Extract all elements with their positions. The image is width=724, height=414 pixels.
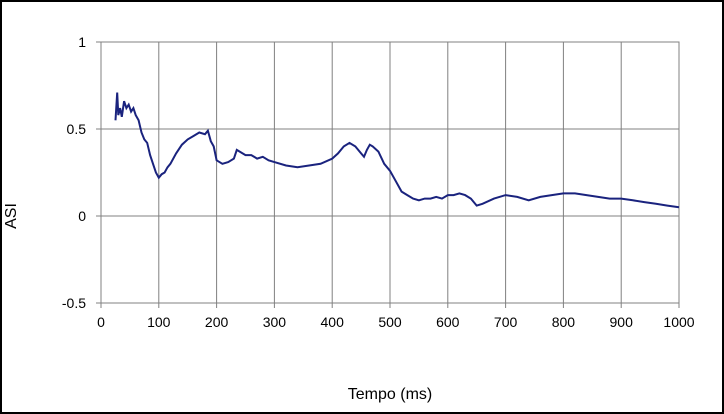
x-axis-ticks: 0 100 200 300 400 500 600 700 800 900 1000	[97, 303, 695, 330]
x-tick-label: 100	[147, 314, 171, 330]
x-tick-label: 200	[205, 314, 229, 330]
x-tick-label: 700	[494, 314, 518, 330]
x-tick-label: 0	[97, 314, 105, 330]
x-tick-label: 400	[321, 314, 345, 330]
x-tick-label: 800	[552, 314, 576, 330]
y-axis-ticks: 1 0.5 0 -0.5	[62, 34, 101, 311]
y-tick-label: -0.5	[62, 295, 86, 311]
y-tick-label: 0	[78, 208, 86, 224]
x-tick-label: 600	[436, 314, 460, 330]
x-tick-label: 1000	[663, 314, 694, 330]
y-tick-label: 0.5	[67, 121, 87, 137]
x-tick-label: 900	[610, 314, 634, 330]
x-axis-label: Tempo (ms)	[348, 386, 432, 403]
y-tick-label: 1	[78, 34, 86, 50]
series-line	[114, 92, 680, 209]
x-tick-label: 500	[378, 314, 402, 330]
x-tick-label: 300	[263, 314, 287, 330]
grid-lines	[101, 42, 679, 303]
y-axis-label: ASI	[3, 203, 20, 229]
